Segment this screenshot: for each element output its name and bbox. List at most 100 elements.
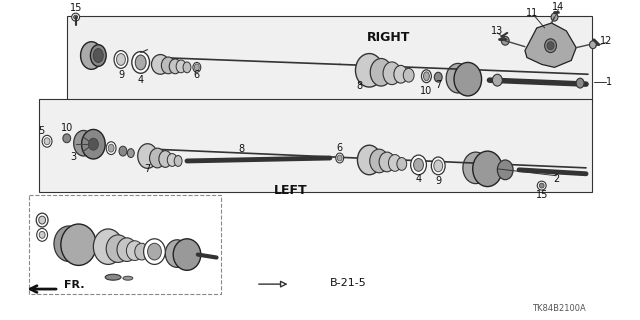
Ellipse shape <box>93 49 103 62</box>
Text: 15: 15 <box>70 3 82 13</box>
Ellipse shape <box>63 134 70 143</box>
Ellipse shape <box>54 226 84 261</box>
Text: 8: 8 <box>238 144 244 154</box>
Ellipse shape <box>446 63 470 93</box>
Ellipse shape <box>88 138 99 150</box>
Text: 7: 7 <box>145 164 150 174</box>
Ellipse shape <box>497 160 513 180</box>
Ellipse shape <box>547 42 554 50</box>
Ellipse shape <box>167 154 177 166</box>
Text: LEFT: LEFT <box>274 184 307 197</box>
Text: 4: 4 <box>415 174 422 184</box>
Ellipse shape <box>126 241 143 260</box>
Text: 1: 1 <box>605 77 612 87</box>
Ellipse shape <box>74 131 93 156</box>
Ellipse shape <box>424 72 429 81</box>
Ellipse shape <box>383 62 401 84</box>
Ellipse shape <box>183 62 191 73</box>
Ellipse shape <box>403 68 414 82</box>
Text: 10: 10 <box>61 124 73 133</box>
Polygon shape <box>39 99 592 193</box>
Ellipse shape <box>116 53 125 65</box>
Ellipse shape <box>72 13 79 21</box>
Ellipse shape <box>148 243 161 260</box>
Ellipse shape <box>135 55 146 70</box>
Ellipse shape <box>135 243 148 260</box>
Ellipse shape <box>36 228 47 241</box>
Ellipse shape <box>150 148 165 168</box>
Polygon shape <box>525 23 576 67</box>
Ellipse shape <box>358 145 381 175</box>
Text: FR.: FR. <box>64 280 84 290</box>
Text: 11: 11 <box>525 8 538 18</box>
Text: 9: 9 <box>118 70 124 80</box>
Ellipse shape <box>576 78 584 88</box>
Text: 13: 13 <box>492 26 504 36</box>
Ellipse shape <box>114 51 128 68</box>
Ellipse shape <box>127 149 134 157</box>
Ellipse shape <box>165 240 189 268</box>
Ellipse shape <box>161 57 175 74</box>
Polygon shape <box>67 16 592 102</box>
Ellipse shape <box>355 53 383 87</box>
Ellipse shape <box>90 45 106 66</box>
Text: 2: 2 <box>554 174 559 184</box>
Ellipse shape <box>492 74 502 86</box>
Ellipse shape <box>413 158 424 171</box>
Ellipse shape <box>169 59 181 74</box>
Ellipse shape <box>38 216 45 224</box>
Ellipse shape <box>173 239 201 270</box>
Ellipse shape <box>119 146 127 156</box>
Ellipse shape <box>174 156 182 166</box>
Text: RIGHT: RIGHT <box>367 31 411 44</box>
Ellipse shape <box>123 276 132 280</box>
Ellipse shape <box>371 59 392 86</box>
Ellipse shape <box>36 213 48 227</box>
Ellipse shape <box>394 65 408 83</box>
Ellipse shape <box>152 54 169 74</box>
Ellipse shape <box>434 160 443 172</box>
Text: 5: 5 <box>38 126 44 136</box>
Ellipse shape <box>195 64 199 71</box>
Ellipse shape <box>143 239 165 264</box>
Ellipse shape <box>42 135 52 147</box>
Ellipse shape <box>108 144 114 152</box>
Text: 10: 10 <box>420 86 433 96</box>
Ellipse shape <box>81 129 105 159</box>
Ellipse shape <box>44 138 50 145</box>
Ellipse shape <box>81 42 102 69</box>
Ellipse shape <box>106 235 130 262</box>
Ellipse shape <box>431 157 445 175</box>
Ellipse shape <box>106 142 116 155</box>
Ellipse shape <box>463 152 488 184</box>
Ellipse shape <box>370 149 388 173</box>
Text: 8: 8 <box>356 81 362 91</box>
Ellipse shape <box>422 70 431 83</box>
Text: 15: 15 <box>536 190 548 200</box>
Ellipse shape <box>93 229 123 264</box>
Ellipse shape <box>589 41 596 49</box>
Text: 6: 6 <box>194 70 200 80</box>
Ellipse shape <box>545 39 556 52</box>
Ellipse shape <box>501 36 509 45</box>
Text: 3: 3 <box>70 152 77 162</box>
Ellipse shape <box>132 52 150 73</box>
Ellipse shape <box>336 153 344 163</box>
Text: 4: 4 <box>138 75 144 85</box>
Ellipse shape <box>176 60 186 73</box>
Text: B-21-5: B-21-5 <box>330 278 367 288</box>
Ellipse shape <box>105 274 121 280</box>
Text: 12: 12 <box>600 36 612 46</box>
Ellipse shape <box>61 224 97 265</box>
Text: TK84B2100A: TK84B2100A <box>532 304 586 313</box>
Ellipse shape <box>411 155 426 175</box>
Ellipse shape <box>379 152 395 172</box>
Ellipse shape <box>388 155 401 171</box>
Ellipse shape <box>540 183 544 188</box>
Ellipse shape <box>39 231 45 238</box>
Ellipse shape <box>117 238 137 261</box>
Text: 6: 6 <box>337 143 343 153</box>
Ellipse shape <box>74 15 77 19</box>
Ellipse shape <box>537 181 546 190</box>
Ellipse shape <box>551 13 558 21</box>
